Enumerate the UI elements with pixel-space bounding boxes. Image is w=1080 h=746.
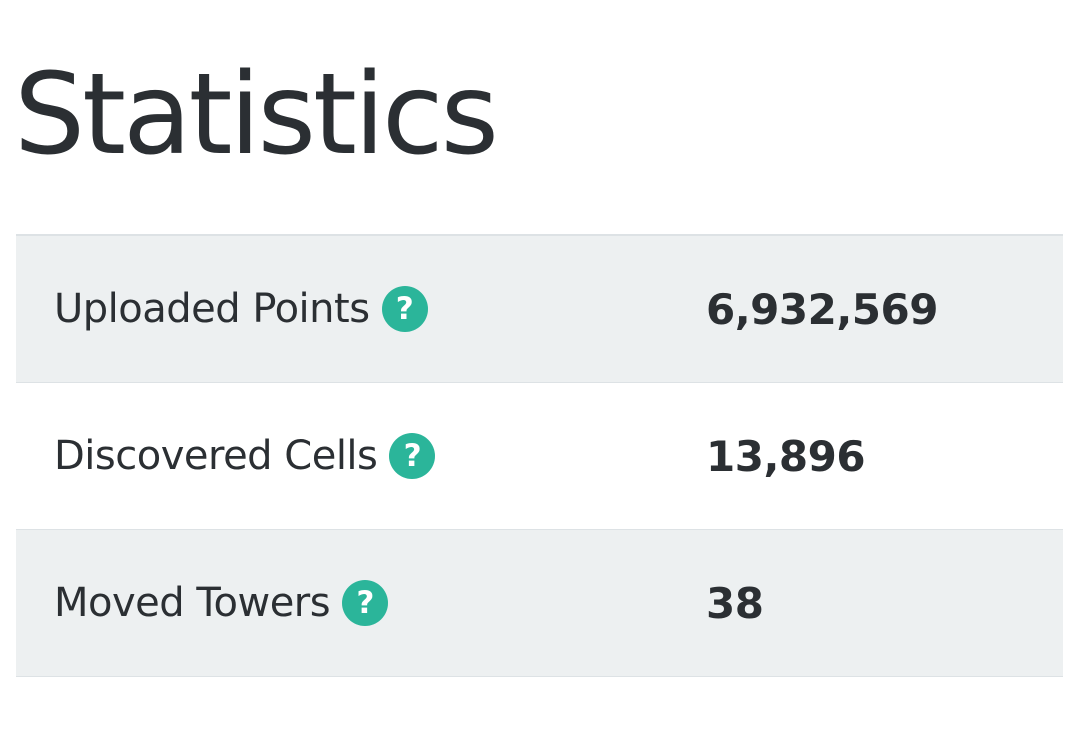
stat-label-cell: Moved Towers ?: [54, 530, 389, 676]
stat-row-uploaded-points: Uploaded Points ? 6,932,569: [16, 236, 1063, 383]
stat-value: 13,896: [706, 431, 866, 481]
stat-row-moved-towers: Moved Towers ? 38: [16, 530, 1063, 677]
stat-value: 38: [706, 578, 764, 628]
stat-value: 6,932,569: [706, 284, 938, 334]
stat-label: Moved Towers: [54, 580, 331, 626]
stat-label: Discovered Cells: [54, 433, 378, 479]
stat-label-cell: Uploaded Points ?: [54, 236, 428, 382]
stat-label-cell: Discovered Cells ?: [54, 383, 436, 529]
page-title: Statistics: [14, 50, 499, 180]
question-circle-icon[interactable]: ?: [381, 286, 428, 332]
statistics-table: Uploaded Points ? 6,932,569 Discovered C…: [16, 234, 1063, 677]
question-circle-icon[interactable]: ?: [342, 580, 389, 626]
stat-label: Uploaded Points: [54, 286, 370, 332]
stat-row-discovered-cells: Discovered Cells ? 13,896: [16, 383, 1063, 530]
question-circle-icon[interactable]: ?: [389, 433, 436, 479]
